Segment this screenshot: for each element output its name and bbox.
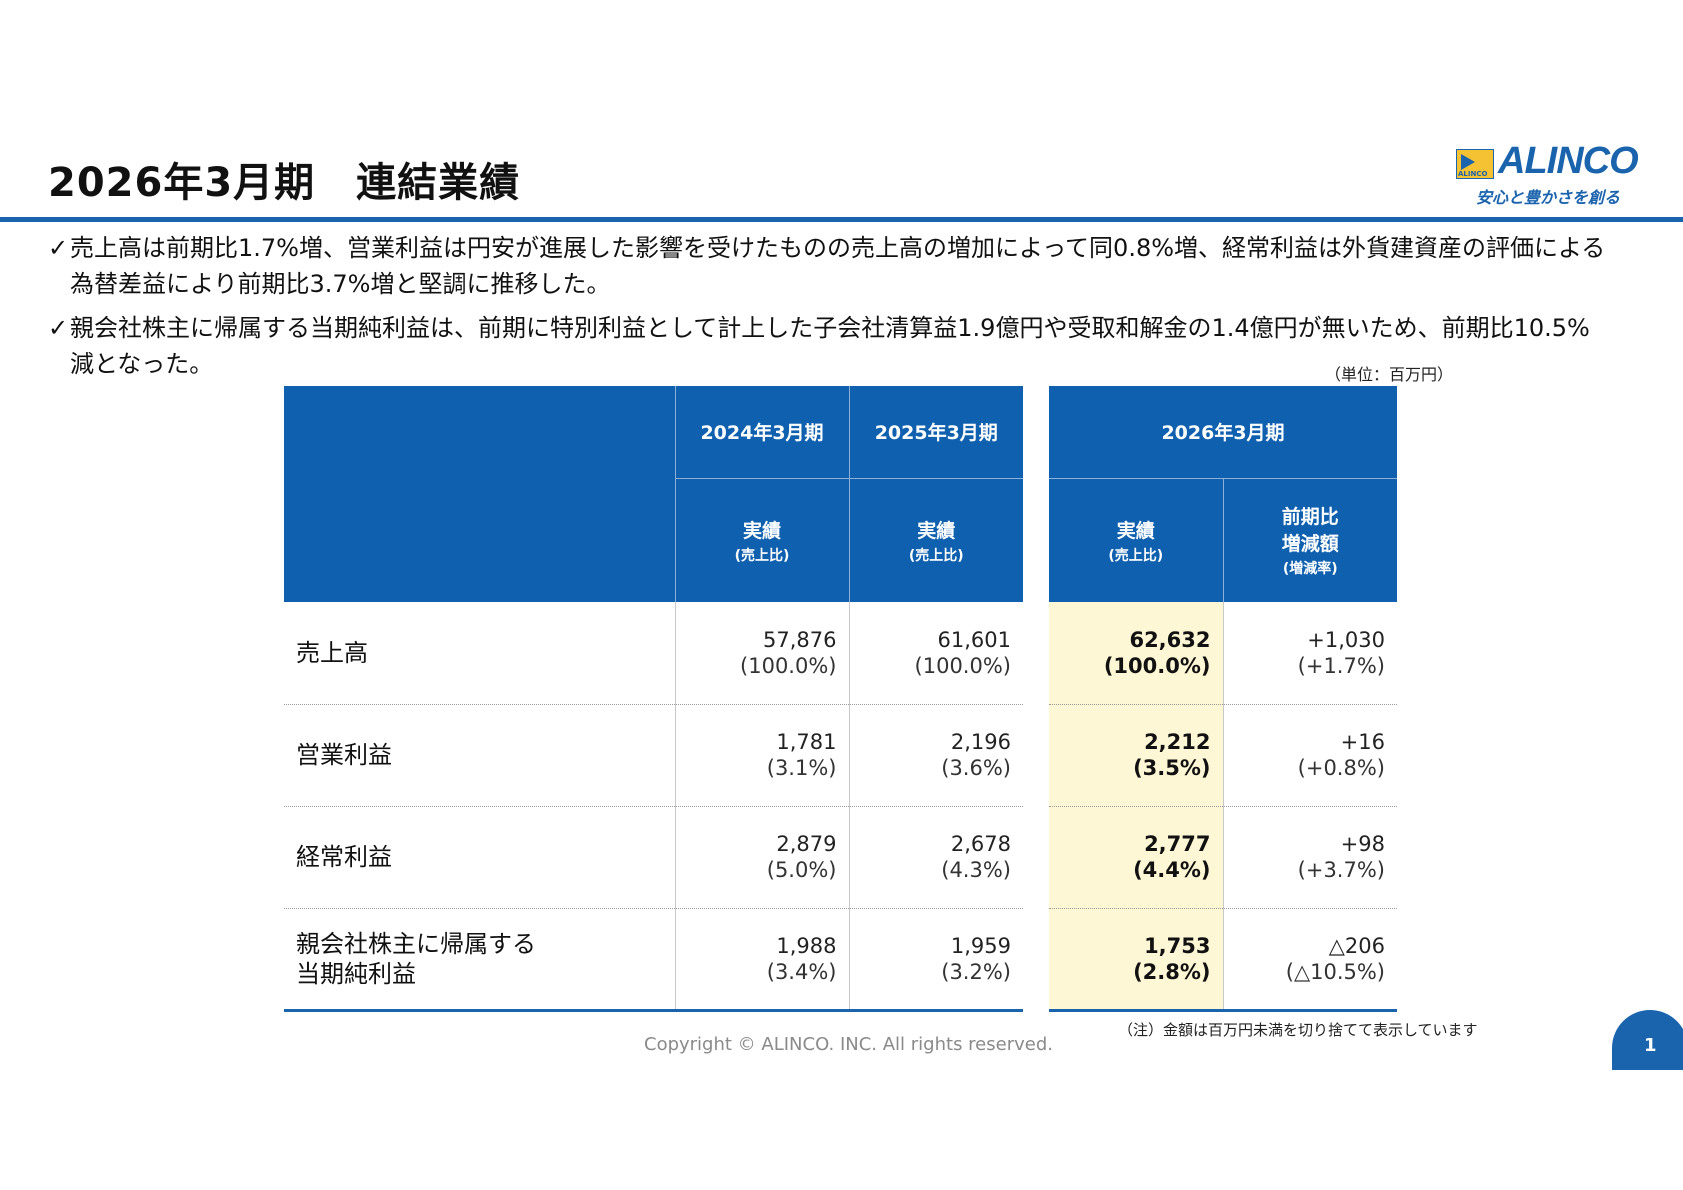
title-divider bbox=[0, 217, 1683, 222]
check-icon: ✓ bbox=[48, 314, 69, 342]
header-period-2026: 2026年3月期 bbox=[1049, 386, 1397, 479]
table-header-row: 2024年3月期 2025年3月期 2026年3月期 bbox=[284, 386, 1397, 479]
page-number: 1 bbox=[1644, 1035, 1657, 1056]
cell-2025: 61,601 (100.0%) bbox=[848, 602, 1023, 705]
summary-bullet: ✓ 売上高は前期比1.7%増、営業利益は円安が進展した影響を受けたものの売上高の… bbox=[48, 230, 1608, 302]
row-label: 親会社株主に帰属する 当期純利益 bbox=[284, 908, 675, 1012]
logo-name: ALINCO bbox=[1498, 140, 1639, 182]
bullet-text: 親会社株主に帰属する当期純利益は、前期に特別利益として計上した子会社清算益1.9… bbox=[70, 314, 1590, 378]
cell-2024: 57,876 (100.0%) bbox=[674, 602, 849, 705]
header-period-2025: 2025年3月期 bbox=[848, 386, 1023, 479]
summary-bullets: ✓ 売上高は前期比1.7%増、営業利益は円安が進展した影響を受けたものの売上高の… bbox=[48, 230, 1608, 390]
page-number-tab bbox=[1612, 1010, 1683, 1070]
logo-slogan: 安心と豊かさを創る bbox=[1476, 188, 1621, 207]
cell-2025: 1,959 (3.2%) bbox=[848, 908, 1023, 1012]
cell-2025: 2,678 (4.3%) bbox=[848, 806, 1023, 909]
subheader-blank-cell bbox=[284, 478, 675, 602]
cell-2025: 2,196 (3.6%) bbox=[848, 704, 1023, 807]
unit-note: （単位：百万円） bbox=[1324, 365, 1453, 384]
bullet-text: 売上高は前期比1.7%増、営業利益は円安が進展した影響を受けたものの売上高の増加… bbox=[70, 234, 1606, 298]
table-subheader-row: 実績 (売上比) 実績 (売上比) 実績 (売上比) 前期比 増減額 (増減率) bbox=[284, 478, 1397, 602]
subheader-actual-2025: 実績 (売上比) bbox=[848, 478, 1023, 602]
footnote: （注）金額は百万円未満を切り捨てて表示しています bbox=[1118, 1021, 1478, 1039]
copyright: Copyright © ALINCO. INC. All rights rese… bbox=[644, 1034, 1053, 1055]
subheader-change: 前期比 増減額 (増減率) bbox=[1222, 478, 1397, 602]
cell-2024: 1,988 (3.4%) bbox=[674, 908, 849, 1012]
header-period-2024: 2024年3月期 bbox=[674, 386, 849, 479]
logo-mark-text: ALINCO bbox=[1458, 170, 1488, 178]
table-row: 売上高 57,876 (100.0%) 61,601 (100.0%) 62,632… bbox=[284, 602, 1397, 705]
subheader-actual-2026: 実績 (売上比) bbox=[1049, 478, 1223, 602]
cell-2026: 1,753 (2.8%) bbox=[1049, 908, 1223, 1012]
table-row: 親会社株主に帰属する 当期純利益 1,988 (3.4%) 1,959 (3.2%)… bbox=[284, 908, 1397, 1012]
cell-2026: 62,632 (100.0%) bbox=[1049, 602, 1223, 705]
summary-bullet: ✓ 親会社株主に帰属する当期純利益は、前期に特別利益として計上した子会社清算益1… bbox=[48, 310, 1608, 382]
cell-change: △206 (△10.5%) bbox=[1222, 908, 1397, 1012]
cell-2024: 2,879 (5.0%) bbox=[674, 806, 849, 909]
page-title: 2026年3月期 連結業績 bbox=[48, 160, 521, 206]
logo-mark-icon: ALINCO bbox=[1456, 149, 1494, 179]
header-blank-cell bbox=[284, 386, 675, 478]
company-logo: ALINCO ALINCO 安心と豊かさを創る bbox=[1456, 140, 1648, 207]
row-label: 営業利益 bbox=[284, 704, 675, 807]
cell-change: +16 (+0.8%) bbox=[1222, 704, 1397, 807]
subheader-actual-2024: 実績 (売上比) bbox=[674, 478, 849, 602]
cell-change: +1,030 (+1.7%) bbox=[1222, 602, 1397, 705]
cell-2026: 2,212 (3.5%) bbox=[1049, 704, 1223, 807]
cell-2026: 2,777 (4.4%) bbox=[1049, 806, 1223, 909]
row-label: 売上高 bbox=[284, 602, 675, 705]
table-row: 経常利益 2,879 (5.0%) 2,678 (4.3%) 2,777 (4.4%)… bbox=[284, 806, 1397, 909]
check-icon: ✓ bbox=[48, 234, 69, 262]
table-row: 営業利益 1,781 (3.1%) 2,196 (3.6%) 2,212 (3.5%)… bbox=[284, 704, 1397, 807]
cell-2024: 1,781 (3.1%) bbox=[674, 704, 849, 807]
results-table: 2024年3月期 2025年3月期 2026年3月期 実績 (売上比) 実績 (… bbox=[284, 386, 1397, 1012]
row-label: 経常利益 bbox=[284, 806, 675, 909]
cell-change: +98 (+3.7%) bbox=[1222, 806, 1397, 909]
